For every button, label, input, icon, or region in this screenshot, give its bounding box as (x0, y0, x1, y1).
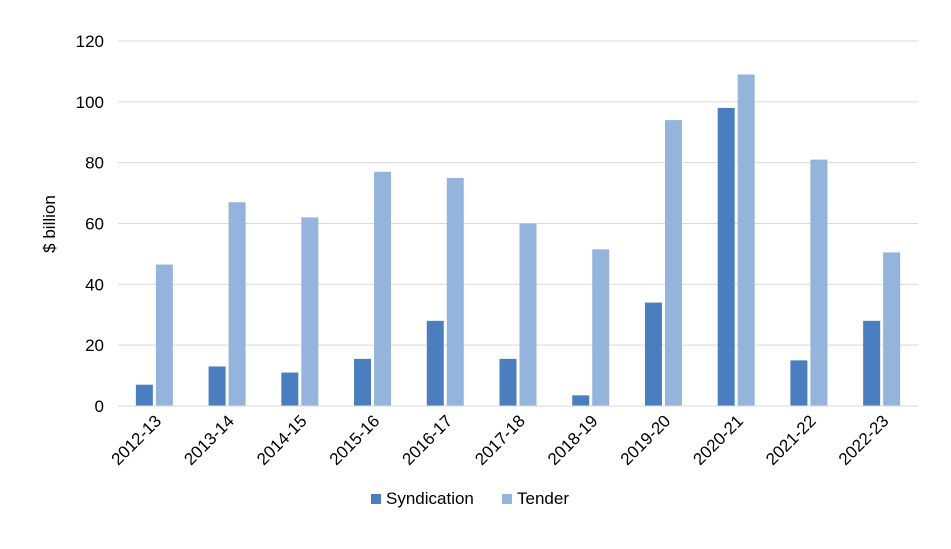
bar-tender-2015-16 (374, 171, 392, 406)
y-tick-label: 20 (85, 336, 104, 355)
bar-syndication-2021-22 (790, 360, 808, 406)
bar-tender-2020-21 (737, 74, 755, 406)
bar-tender-2021-22 (810, 159, 828, 406)
y-tick-label: 100 (76, 93, 104, 112)
bar-syndication-2015-16 (354, 358, 372, 406)
legend-label-tender: Tender (517, 489, 569, 508)
bar-tender-2018-19 (592, 249, 610, 406)
y-tick-label: 40 (85, 275, 104, 294)
x-tick-label: 2022-23 (835, 411, 893, 469)
y-tick-label: 60 (85, 215, 104, 234)
bar-syndication-2014-15 (281, 372, 299, 406)
bar-tender-2013-14 (228, 202, 246, 406)
x-tick-label: 2016-17 (399, 411, 457, 469)
legend: Syndication Tender (371, 489, 569, 508)
bar-syndication-2020-21 (717, 107, 735, 407)
legend-label-syndication: Syndication (386, 489, 474, 508)
legend-swatch-syndication (371, 494, 381, 504)
bar-tender-2016-17 (446, 177, 464, 406)
bars (135, 74, 901, 407)
bar-tender-2019-20 (664, 120, 682, 406)
x-tick-label: 2014-15 (253, 411, 311, 469)
x-tick-label: 2012-13 (108, 411, 166, 469)
y-tick-label: 0 (95, 397, 104, 416)
x-tick-label: 2019-20 (617, 411, 675, 469)
bar-syndication-2013-14 (208, 366, 226, 406)
y-axis-title: $ billion (40, 195, 59, 253)
bar-syndication-2022-23 (863, 320, 881, 406)
x-tick-label: 2017-18 (471, 411, 529, 469)
x-tick-label: 2013-14 (180, 411, 238, 469)
bar-syndication-2017-18 (499, 358, 517, 406)
bar-syndication-2018-19 (572, 395, 590, 406)
y-tick-label: 80 (85, 154, 104, 173)
x-tick-label: 2021-22 (762, 411, 820, 469)
bar-syndication-2016-17 (426, 320, 444, 406)
bar-tender-2012-13 (155, 264, 173, 406)
bar-tender-2014-15 (301, 217, 319, 406)
gridlines (118, 40, 918, 346)
bar-tender-2017-18 (519, 223, 537, 406)
bar-syndication-2012-13 (135, 384, 153, 406)
bar-tender-2022-23 (883, 252, 901, 406)
bar-syndication-2019-20 (644, 302, 662, 406)
x-tick-label: 2020-21 (689, 411, 747, 469)
x-tick-label: 2015-16 (326, 411, 384, 469)
legend-swatch-tender (502, 494, 512, 504)
y-tick-label: 120 (76, 32, 104, 51)
x-tick-label: 2018-19 (544, 411, 602, 469)
